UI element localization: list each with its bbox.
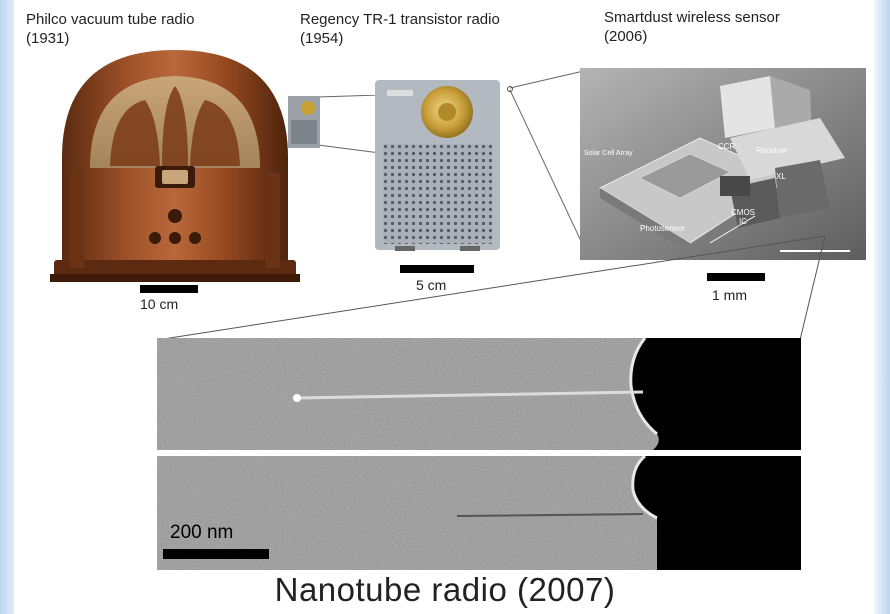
- nanotube-zoom-lines: [156, 235, 826, 341]
- solar-cell-array-label: Solar Cell Array: [584, 150, 633, 157]
- philco-scale-label: 10 cm: [140, 296, 179, 312]
- regency-caption-title: Regency TR-1 transistor radio: [300, 11, 500, 28]
- philco-radio-image: [50, 50, 300, 282]
- philco-caption: Philco vacuum tube radio (1931): [26, 10, 194, 48]
- philco-caption-title: Philco vacuum tube radio: [26, 11, 195, 28]
- photosensor-label: Photosensor: [640, 224, 685, 233]
- nanotube-scale-bar: [163, 549, 269, 559]
- regency-zoom-lines: [317, 95, 381, 154]
- regency-thumbnail-image: [288, 96, 320, 148]
- xl-label: XL: [776, 172, 786, 181]
- smartdust-scale-bar: [707, 273, 765, 281]
- receiver-label: Receiver: [756, 146, 788, 155]
- smartdust-scale-label: 1 mm: [712, 287, 747, 303]
- smartdust-caption-year: (2006): [604, 28, 648, 45]
- smartdust-sem-drawing: [580, 68, 866, 260]
- regency-caption: Regency TR-1 transistor radio (1954): [300, 10, 500, 48]
- nanotube-tem-drawing: [157, 338, 801, 570]
- nanotube-tem-image: [157, 338, 801, 570]
- regency-scale-label: 5 cm: [416, 277, 447, 293]
- philco-caption-year: (1931): [26, 30, 70, 47]
- nanotube-title: Nanotube radio (2007): [274, 571, 616, 608]
- nanotube-scale-label: 200 nm: [170, 522, 234, 543]
- smartdust-zoom-lines: [507, 70, 589, 257]
- smartdust-caption: Smartdust wireless sensor (2006): [604, 8, 780, 46]
- smartdust-caption-title: Smartdust wireless sensor: [604, 9, 780, 26]
- regency-caption-year: (1954): [300, 30, 344, 47]
- philco-scale-bar: [140, 285, 198, 293]
- smartdust-sem-image: Solar Cell Array CCR Receiver XL CMOS IC…: [580, 68, 866, 260]
- regency-scale-bar: [400, 265, 474, 273]
- cmos-ic-label: CMOS IC: [731, 208, 755, 226]
- ccr-label: CCR: [718, 142, 736, 151]
- regency-radio-image: [375, 80, 500, 251]
